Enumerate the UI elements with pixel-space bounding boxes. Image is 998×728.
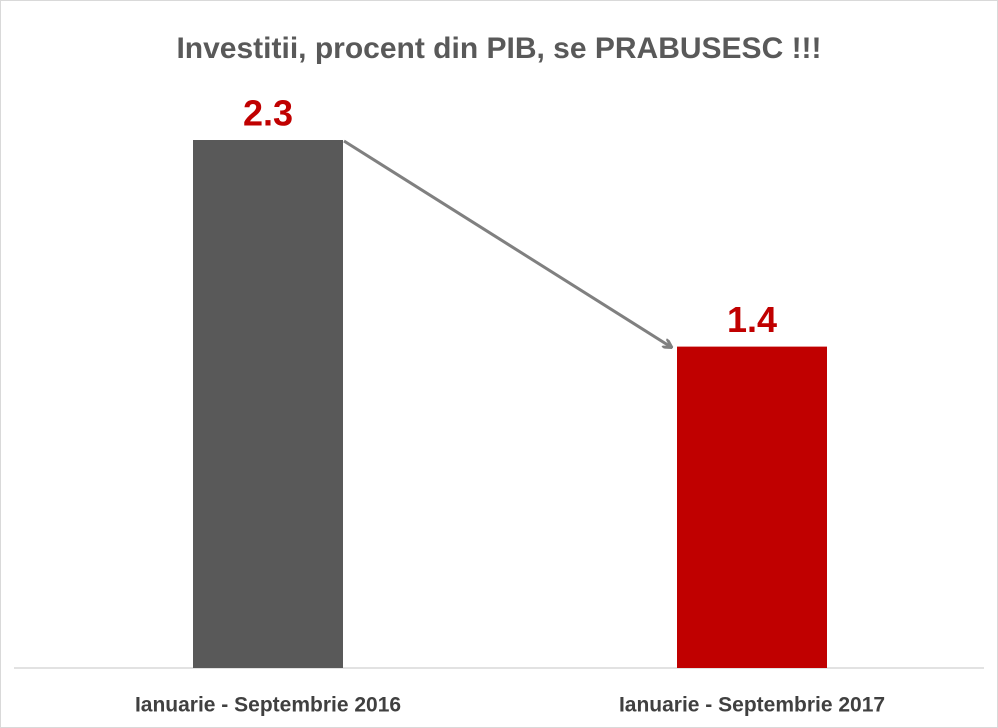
x-tick-label: Ianuarie - Septembrie 2016 xyxy=(135,694,401,717)
bar xyxy=(193,140,343,668)
trend-arrow xyxy=(343,139,671,347)
x-tick-label: Ianuarie - Septembrie 2017 xyxy=(619,694,885,717)
data-label: 2.3 xyxy=(243,93,293,134)
bar xyxy=(677,346,827,668)
chart-title: Investitii, procent din PIB, se PRABUSES… xyxy=(176,32,821,65)
data-label: 1.4 xyxy=(727,299,777,340)
